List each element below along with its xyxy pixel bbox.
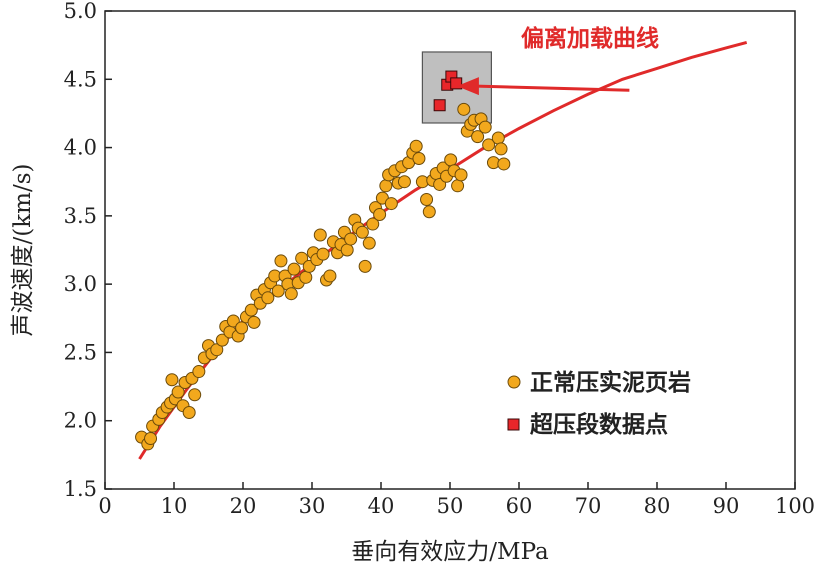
normal-compaction-point bbox=[299, 270, 313, 284]
normal-compaction-point bbox=[358, 259, 372, 273]
points-layer bbox=[135, 70, 511, 451]
x-tick-label: 60 bbox=[506, 494, 533, 518]
normal-compaction-point bbox=[188, 388, 202, 402]
y-axis-title: 声波速度/(km/s) bbox=[10, 164, 36, 337]
normal-compaction-point bbox=[261, 291, 275, 305]
normal-compaction-point bbox=[295, 251, 309, 265]
x-tick-label: 10 bbox=[161, 494, 188, 518]
x-tick-label: 0 bbox=[98, 494, 111, 518]
normal-compaction-point bbox=[274, 254, 288, 268]
legend-marker-normal bbox=[507, 375, 521, 389]
normal-compaction-point bbox=[420, 192, 434, 206]
normal-compaction-point bbox=[362, 236, 376, 250]
y-tick-label: 2.5 bbox=[64, 340, 97, 364]
normal-compaction-point bbox=[316, 247, 330, 261]
y-tick-label: 5.0 bbox=[64, 0, 97, 23]
normal-compaction-point bbox=[422, 205, 436, 219]
y-tick-label: 4.0 bbox=[64, 136, 97, 160]
normal-compaction-point bbox=[451, 179, 465, 193]
normal-compaction-point bbox=[366, 217, 380, 231]
y-tick-label: 4.5 bbox=[64, 67, 97, 91]
x-axis-title: 垂向有效应力/MPa bbox=[351, 539, 549, 565]
normal-compaction-point bbox=[379, 179, 393, 193]
normal-compaction-point bbox=[144, 431, 158, 445]
annotation-layer bbox=[456, 77, 630, 96]
normal-compaction-point bbox=[482, 138, 496, 152]
annotation-arrow-head bbox=[456, 77, 479, 96]
axes-layer: 0 10 20 30 40 50 60 70 80 90 100 1.5 2.0 2.5 3.0 3.5 4.0… bbox=[64, 0, 815, 518]
normal-compaction-point bbox=[373, 207, 387, 221]
normal-compaction-point bbox=[192, 365, 206, 379]
annotation-arrow-shaft bbox=[476, 84, 630, 92]
annotation-text: 偏离加载曲线 bbox=[521, 25, 659, 52]
x-tick-label: 100 bbox=[775, 494, 815, 518]
normal-compaction-point bbox=[235, 321, 249, 335]
normal-compaction-point bbox=[457, 102, 471, 116]
normal-compaction-point bbox=[210, 343, 224, 357]
normal-compaction-point bbox=[491, 131, 505, 145]
normal-compaction-point bbox=[355, 225, 369, 239]
legend-label-overpressure: 超压段数据点 bbox=[530, 411, 668, 438]
normal-compaction-point bbox=[171, 385, 185, 399]
normal-compaction-point bbox=[271, 284, 285, 298]
overpressure-point bbox=[433, 99, 446, 112]
y-tick-label: 2.0 bbox=[64, 409, 97, 433]
x-tick-label: 70 bbox=[575, 494, 602, 518]
normal-compaction-point bbox=[454, 168, 468, 182]
normal-compaction-point bbox=[494, 142, 508, 156]
normal-compaction-point bbox=[471, 130, 485, 144]
y-tick-label: 3.5 bbox=[64, 204, 97, 228]
normal-compaction-point bbox=[384, 197, 398, 211]
normal-compaction-point bbox=[340, 243, 354, 257]
normal-compaction-point bbox=[313, 228, 327, 242]
x-tick-label: 40 bbox=[368, 494, 395, 518]
normal-compaction-point bbox=[497, 157, 511, 171]
normal-compaction-point bbox=[344, 232, 358, 246]
x-tick-label: 30 bbox=[299, 494, 326, 518]
normal-compaction-point bbox=[247, 315, 261, 329]
legend-label-normal: 正常压实泥页岩 bbox=[530, 369, 691, 396]
normal-compaction-point bbox=[215, 333, 229, 347]
x-tick-label: 50 bbox=[437, 494, 464, 518]
normal-compaction-point bbox=[284, 287, 298, 301]
normal-compaction-point bbox=[397, 175, 411, 189]
x-tick-label: 20 bbox=[230, 494, 257, 518]
normal-compaction-point bbox=[444, 153, 458, 167]
normal-compaction-point bbox=[323, 269, 337, 283]
normal-compaction-point bbox=[287, 262, 301, 276]
normal-compaction-point bbox=[165, 373, 179, 387]
normal-compaction-point bbox=[182, 406, 196, 420]
normal-compaction-point bbox=[478, 120, 492, 134]
normal-compaction-point bbox=[412, 151, 426, 165]
normal-compaction-point bbox=[226, 314, 240, 328]
normal-compaction-point bbox=[244, 303, 258, 317]
y-tick-label: 3.0 bbox=[64, 272, 97, 296]
overpressure-point bbox=[450, 77, 463, 90]
legend-marker-overpressure bbox=[507, 418, 520, 431]
normal-compaction-point bbox=[409, 139, 423, 153]
y-tick-label: 1.5 bbox=[64, 477, 97, 501]
legend: 正常压实泥页岩 超压段数据点 bbox=[507, 369, 691, 438]
x-tick-label: 90 bbox=[713, 494, 740, 518]
x-tick-label: 80 bbox=[644, 494, 671, 518]
